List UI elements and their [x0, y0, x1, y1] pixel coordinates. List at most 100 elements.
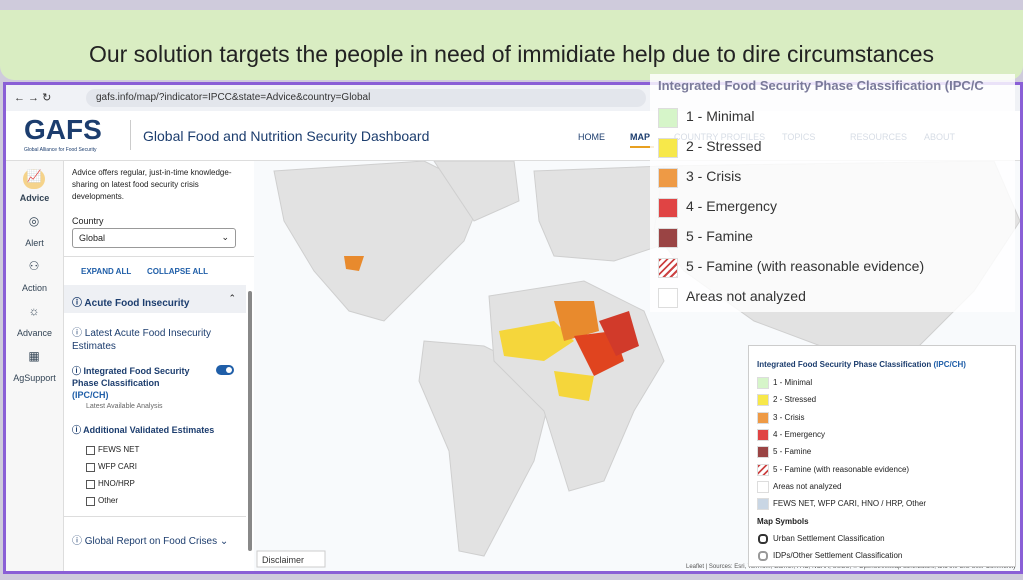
- report[interactable]: ⓘ Global Report on Food Crises ⌄: [72, 536, 229, 547]
- legend-label: 5 - Famine: [773, 447, 812, 457]
- overlay-legend-label: 5 - Famine (with reasonable evidence): [686, 258, 925, 274]
- overlay-swatch: [658, 258, 678, 278]
- overlay-legend-label: 2 - Stressed: [686, 138, 762, 154]
- nav-item[interactable]: MAP: [630, 132, 650, 142]
- logo[interactable]: GAFS: [24, 114, 102, 145]
- country-value: Global: [79, 233, 106, 243]
- legend-title: Integrated Food Security Phase Classific…: [757, 360, 932, 369]
- overlay-legend-label: 4 - Emergency: [686, 198, 778, 214]
- legend-label: 2 - Stressed: [773, 395, 817, 405]
- ipc-areas: [344, 256, 639, 401]
- additional: ⓘ Additional Validated Estimates: [72, 425, 215, 435]
- country-label: Country: [72, 216, 104, 226]
- country-select[interactable]: Global ⌄: [72, 228, 236, 248]
- legend-label: 5 - Famine (with reasonable evidence): [773, 464, 910, 474]
- legend-swatch: [757, 463, 769, 476]
- rail-icon[interactable]: ☼: [28, 304, 40, 318]
- checkbox[interactable]: [86, 446, 95, 455]
- checkbox-label: Other: [98, 496, 119, 505]
- divider: [130, 120, 131, 150]
- symbol-label: Urban Settlement Classification: [773, 534, 885, 543]
- rail-icon[interactable]: ◎: [28, 214, 40, 228]
- legend-label: 4 - Emergency: [773, 429, 826, 439]
- overlay-swatch: [658, 228, 678, 248]
- rail-label[interactable]: Advance: [16, 328, 53, 338]
- rail-label[interactable]: Action: [21, 283, 47, 293]
- rail-icon[interactable]: 📈: [23, 169, 45, 189]
- checkbox[interactable]: [86, 480, 95, 489]
- symbol-icon: [758, 534, 768, 544]
- legend-label: Areas not analyzed: [773, 481, 842, 491]
- caret: ⌃: [228, 293, 236, 303]
- legend-label: FEWS NET, WFP CARI, HNO / HRP, Other: [773, 499, 927, 509]
- nav-underline: [630, 146, 654, 148]
- overlay-legend-label: 5 - Famine: [686, 228, 753, 244]
- overlay-swatch: [658, 138, 678, 158]
- url-field[interactable]: gafs.info/map/?indicator=IPCC&state=Advi…: [86, 89, 646, 107]
- symbol-icon: [758, 551, 768, 561]
- collapse-all[interactable]: COLLAPSE ALL: [147, 267, 209, 276]
- scrollbar[interactable]: [248, 291, 252, 551]
- overlay-legend-label: 3 - Crisis: [686, 168, 742, 184]
- banner: Our solution targets the people in need …: [0, 10, 1023, 80]
- sidebar: Advice offers regular, just-in-time know…: [64, 161, 254, 571]
- overlay-legend-title: Integrated Food Security Phase Classific…: [658, 78, 984, 93]
- section-header[interactable]: ⓘ Acute Food Insecurity ⌃: [64, 285, 246, 313]
- subsection[interactable]: ⓘ Latest Acute Food Insecurity Estimates: [72, 328, 211, 352]
- toggle[interactable]: [216, 365, 234, 375]
- disclaimer-box[interactable]: [256, 550, 326, 568]
- legend-title-row: Integrated Food Security Phase Classific…: [757, 360, 966, 369]
- legend-swatch: [757, 446, 769, 459]
- rail-label[interactable]: AgSupport: [13, 373, 56, 383]
- overlay-swatch: [658, 108, 678, 128]
- layer-link[interactable]: (IPC/CH): [72, 390, 109, 400]
- additional-title: Additional Validated Estimates: [83, 425, 215, 435]
- subsection-title: Latest Acute Food Insecurity Estimates: [72, 328, 211, 352]
- url: gafs.info/map/?indicator=IPCC&state=Advi…: [96, 92, 371, 103]
- rail-label[interactable]: Alert: [25, 238, 44, 248]
- section-title: Acute Food Insecurity: [84, 298, 190, 309]
- symbols-title: Map Symbols: [757, 517, 809, 526]
- legend-swatch: [757, 377, 769, 389]
- overlay-legend: Integrated Food Security Phase Classific…: [650, 74, 1015, 312]
- nav-arrows[interactable]: ← → ↻: [14, 92, 52, 104]
- rail-icon[interactable]: ▦: [28, 349, 40, 363]
- logo-subtitle: Global Alliance for Food Security: [24, 147, 97, 153]
- legend-swatch: [757, 428, 769, 441]
- checkbox[interactable]: [86, 463, 95, 472]
- expand-all[interactable]: EXPAND ALL: [81, 267, 132, 276]
- report-title: Global Report on Food Crises: [84, 536, 218, 547]
- divider: [64, 256, 254, 257]
- checkbox-label: HNO/HRP: [98, 479, 135, 488]
- site-title: Global Food and Nutrition Security Dashb…: [143, 128, 430, 144]
- checkbox[interactable]: [86, 497, 95, 506]
- legend-swatch: [757, 498, 769, 511]
- overlay-legend-label: Areas not analyzed: [686, 288, 806, 304]
- select-caret: ⌄: [221, 232, 229, 242]
- overlay-swatch: [658, 168, 678, 188]
- divider: [64, 516, 246, 517]
- overlay-legend-label: 1 - Minimal: [686, 108, 755, 124]
- rail-label[interactable]: Advice: [19, 193, 50, 203]
- legend-swatch: [757, 394, 769, 407]
- legend-label: 1 - Minimal: [773, 378, 813, 387]
- checkbox-label: WFP CARI: [98, 462, 137, 471]
- intro: Advice offers regular, just-in-time know…: [72, 168, 232, 201]
- nav-item[interactable]: HOME: [578, 132, 605, 142]
- legend: Integrated Food Security Phase Classific…: [748, 345, 1016, 567]
- symbol-label: IDPs/Other Settlement Classification: [773, 551, 903, 560]
- layer-note: Latest Available Analysis: [86, 403, 163, 410]
- overlay-swatch: [658, 198, 678, 218]
- icon-rail: 📈 Advice ◎ Alert ⚇ Action ☼ Advance ▦ AgSupport: [6, 161, 64, 571]
- layer-title: Integrated Food Security Phase Classific…: [72, 366, 190, 388]
- disclaimer[interactable]: Disclaimer: [262, 555, 304, 565]
- rail-icon[interactable]: ⚇: [28, 259, 40, 273]
- checkbox-label: FEWS NET: [98, 445, 140, 454]
- legend-label: 3 - Crisis: [773, 412, 805, 422]
- legend-swatch: [757, 480, 769, 493]
- layer: ⓘ Integrated Food Security Phase Classif…: [72, 366, 190, 400]
- legend-link[interactable]: (IPC/CH): [933, 360, 966, 369]
- overlay-swatch: [658, 288, 678, 308]
- legend-swatch: [757, 411, 769, 424]
